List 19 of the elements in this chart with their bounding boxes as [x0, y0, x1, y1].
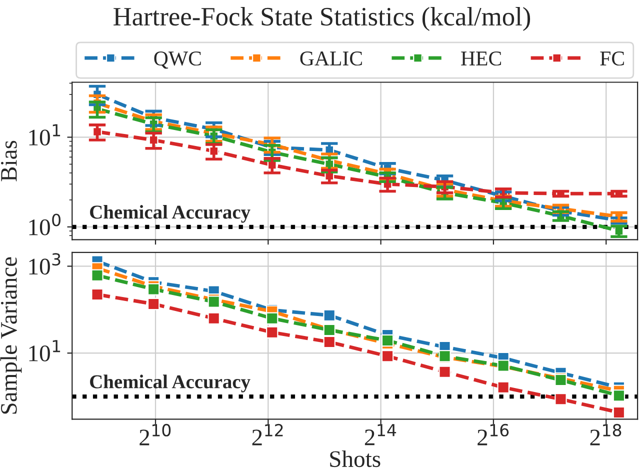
x-tick-label: 2$^{14}$	[364, 424, 396, 446]
y-axis-title: Sample Variance	[0, 257, 22, 414]
ref-line-label: Chemical Accuracy	[90, 374, 250, 392]
x-tick-label: 2$^{18}$	[590, 424, 622, 446]
x-tick-label: 2$^{16}$	[478, 424, 509, 446]
legend-label: QWC	[154, 52, 201, 69]
y-tick-label: 10$^{1}$	[29, 124, 60, 146]
x-tick-label: 2$^{12}$	[252, 424, 283, 446]
y-tick-label: 10$^{3}$	[29, 253, 60, 275]
legend-label: FC	[600, 52, 624, 66]
legend-label: HEC	[461, 52, 502, 66]
x-axis-title: Shots	[330, 450, 380, 468]
legend-label: GALIC	[300, 52, 362, 66]
y-axis-title: Bias	[1, 140, 17, 182]
ref-line-label: Chemical Accuracy	[90, 205, 250, 223]
y-tick-label: 10$^{1}$	[29, 340, 60, 362]
y-tick-label: 10$^{0}$	[29, 214, 60, 236]
chart-title: Hartree-Fock State Statistics (kcal/mol)	[114, 7, 530, 31]
x-tick-label: 2$^{10}$	[140, 424, 171, 446]
